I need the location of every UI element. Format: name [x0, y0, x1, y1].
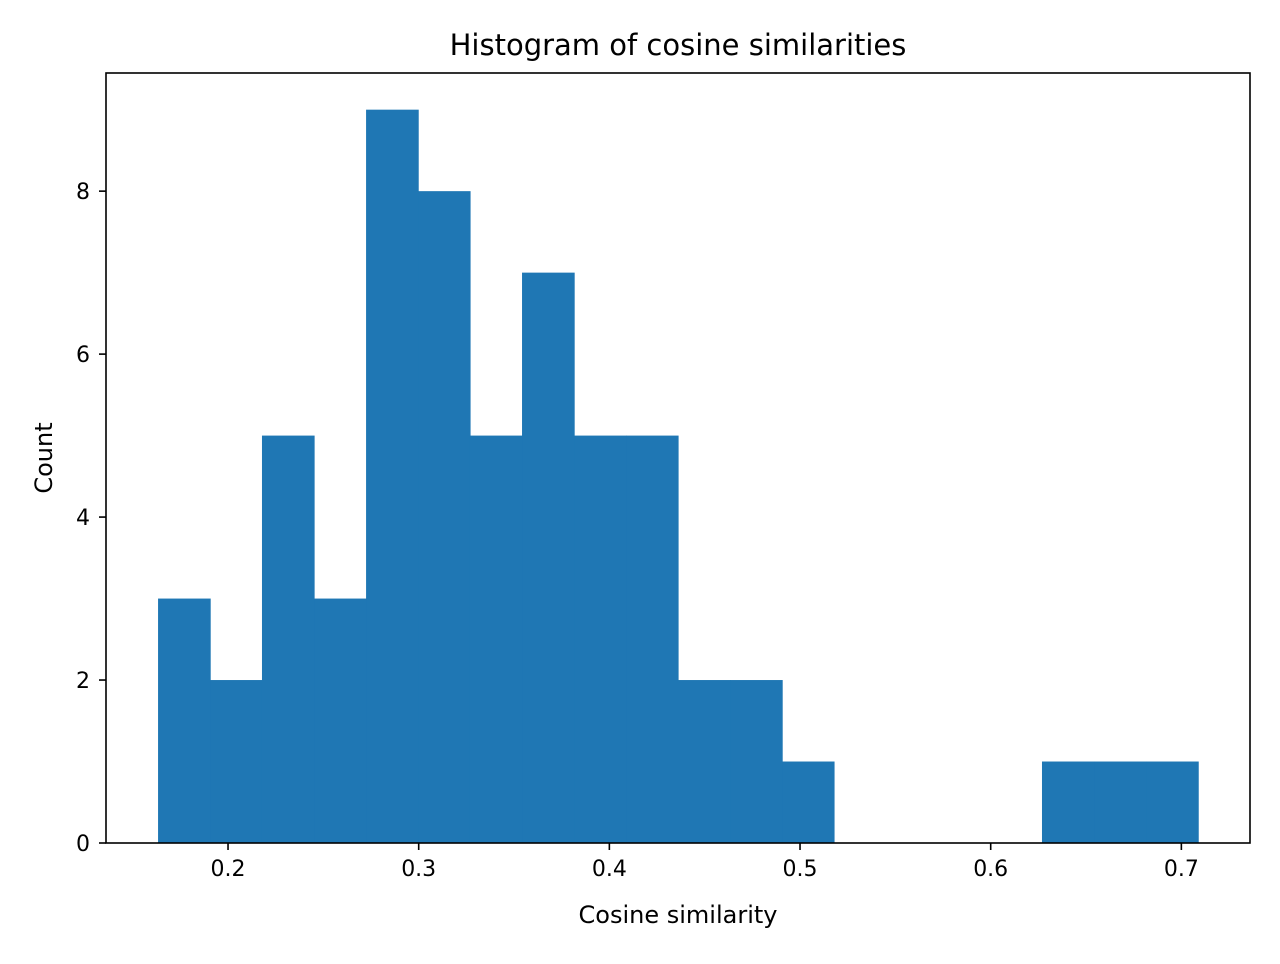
histogram-bar [1146, 761, 1199, 843]
y-tick-label: 4 [76, 506, 90, 531]
chart-title: Histogram of cosine similarities [450, 28, 907, 62]
y-axis: 0 2 4 6 8 [76, 180, 106, 857]
x-axis-title: Cosine similarity [579, 901, 778, 929]
histogram-bar [1094, 761, 1147, 843]
histogram-bar [678, 680, 731, 843]
x-tick-label: 0.4 [592, 857, 627, 882]
plot-frame [105, 72, 1251, 844]
y-tick-label: 0 [76, 832, 90, 857]
histogram-bar [730, 680, 783, 843]
x-tick-label: 0.5 [783, 857, 818, 882]
histogram-bar [366, 109, 419, 844]
histogram-bar [314, 598, 367, 843]
histogram-bar [782, 761, 835, 843]
histogram-bar [626, 435, 679, 843]
histogram-bar [158, 598, 211, 843]
histogram-bar [522, 272, 575, 843]
histogram-bar [469, 435, 523, 843]
histogram-bar [574, 435, 627, 843]
y-tick-label: 2 [76, 669, 90, 694]
y-tick-label: 8 [76, 180, 90, 205]
y-tick-label: 6 [76, 343, 90, 368]
bars-layer [158, 109, 1199, 844]
histogram-bar [1041, 761, 1095, 843]
y-axis-title: Count [30, 422, 58, 493]
x-tick-label: 0.3 [401, 857, 436, 882]
histogram-bar [261, 435, 315, 843]
x-tick-label: 0.2 [211, 857, 246, 882]
x-tick-label: 0.7 [1164, 857, 1199, 882]
histogram-bar [210, 680, 263, 843]
histogram-bar [418, 191, 471, 843]
x-tick-label: 0.6 [973, 857, 1008, 882]
x-axis: 0.2 0.3 0.4 0.5 0.6 0.7 [211, 843, 1199, 882]
